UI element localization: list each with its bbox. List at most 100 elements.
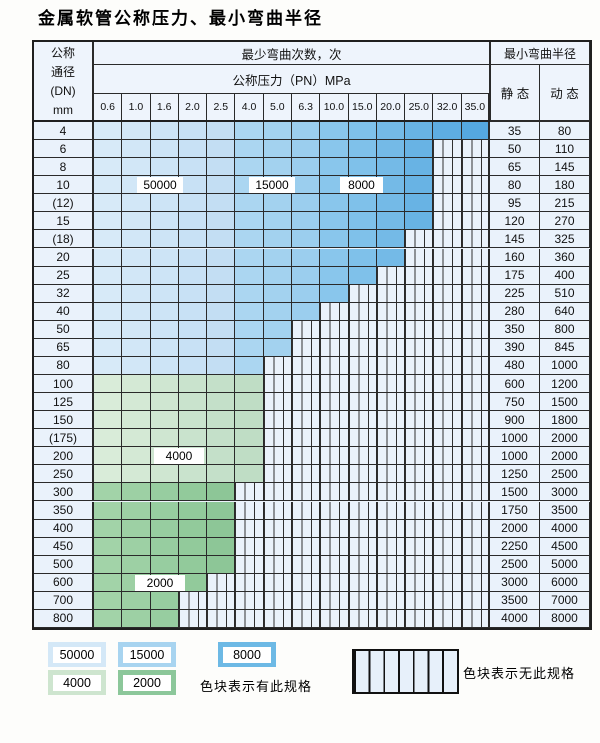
pressure-cell — [376, 356, 406, 375]
dynamic-value-cell: 2000 — [540, 429, 590, 448]
pressure-cell — [348, 230, 377, 249]
pressure-cell — [461, 429, 490, 448]
dynamic-value-cell: 325 — [540, 230, 590, 249]
pressure-cell — [320, 122, 349, 141]
pressure-cell — [94, 248, 123, 267]
pressure-cell — [433, 465, 462, 484]
pressure-cell — [461, 176, 490, 195]
dynamic-value-cell: 1800 — [540, 411, 590, 430]
cycle-count-label: 50000 — [137, 177, 183, 194]
pressure-cell — [320, 483, 349, 502]
pressure-cell — [122, 447, 151, 466]
dn-cell: 100 — [34, 375, 94, 394]
pressure-cell — [235, 447, 264, 466]
static-value-cell: 4000 — [490, 609, 540, 628]
pressure-cell — [122, 320, 151, 339]
pressure-cell — [376, 302, 406, 321]
pressure-cell — [150, 338, 179, 357]
pressure-cell — [150, 230, 179, 249]
pressure-cell — [348, 537, 377, 556]
pressure-cell — [433, 140, 462, 159]
pressure-cell — [150, 248, 179, 267]
pressure-cell — [150, 519, 179, 538]
pressure-cell — [263, 465, 292, 484]
dynamic-value-cell: 400 — [540, 266, 590, 285]
pressure-cell — [94, 212, 123, 231]
pressure-cell — [433, 573, 462, 592]
pressure-cell — [207, 375, 236, 394]
pressure-cell — [433, 429, 462, 448]
pressure-cell — [150, 284, 179, 303]
pressure-cell — [376, 573, 406, 592]
pressure-cell — [376, 320, 406, 339]
pressure-cell — [405, 609, 434, 628]
pressure-cell — [94, 266, 123, 285]
pressure-cell — [292, 537, 321, 556]
pressure-cell — [94, 555, 123, 574]
pressure-cell — [178, 266, 208, 285]
pressure-cell — [405, 393, 434, 412]
pressure-cell — [207, 573, 236, 592]
pressure-cell — [150, 122, 179, 141]
dynamic-value-cell: 7000 — [540, 591, 590, 610]
pressure-cell — [348, 429, 377, 448]
static-value-cell: 2000 — [490, 519, 540, 538]
pressure-cell — [207, 537, 236, 556]
header-pressure-tick: 0.6 — [94, 94, 123, 122]
pressure-cell — [122, 356, 151, 375]
pressure-cell — [348, 465, 377, 484]
pressure-cell — [235, 212, 264, 231]
pressure-cell — [94, 609, 123, 628]
pressure-cell — [461, 501, 490, 520]
dynamic-value-cell: 845 — [540, 338, 590, 357]
pressure-cell — [178, 519, 208, 538]
pressure-cell — [376, 230, 406, 249]
pressure-cell — [207, 501, 236, 520]
pressure-cell — [376, 411, 406, 430]
pressure-cell — [376, 338, 406, 357]
pressure-cell — [207, 176, 236, 195]
pressure-cell — [150, 194, 179, 213]
pressure-cell — [461, 248, 490, 267]
pressure-cell — [292, 284, 321, 303]
pressure-cell — [263, 266, 292, 285]
dn-cell: 4 — [34, 122, 94, 141]
pressure-cell — [433, 519, 462, 538]
pressure-cell — [292, 375, 321, 394]
pressure-cell — [235, 122, 264, 141]
pressure-cell — [207, 248, 236, 267]
pressure-cell — [433, 555, 462, 574]
dynamic-value-cell: 6000 — [540, 573, 590, 592]
pressure-cell — [94, 411, 123, 430]
pressure-cell — [150, 320, 179, 339]
pressure-cell — [207, 230, 236, 249]
pressure-cell — [150, 158, 179, 177]
dynamic-value-cell: 270 — [540, 212, 590, 231]
dynamic-value-cell: 4000 — [540, 519, 590, 538]
pressure-cell — [207, 302, 236, 321]
pressure-cell — [433, 393, 462, 412]
pressure-cell — [320, 519, 349, 538]
pressure-cell — [461, 609, 490, 628]
pressure-cell — [207, 393, 236, 412]
pressure-cell — [292, 266, 321, 285]
pressure-cell — [263, 140, 292, 159]
pressure-cell — [461, 338, 490, 357]
header-pressure-tick: 1.6 — [150, 94, 179, 122]
pressure-cell — [405, 519, 434, 538]
dn-cell: 700 — [34, 591, 94, 610]
pressure-cell — [292, 555, 321, 574]
pressure-cell — [178, 194, 208, 213]
pressure-cell — [348, 609, 377, 628]
header-divider — [34, 120, 490, 122]
pressure-cell — [178, 375, 208, 394]
pressure-cell — [207, 356, 236, 375]
pressure-cell — [292, 158, 321, 177]
static-value-cell: 3500 — [490, 591, 540, 610]
static-value-cell: 225 — [490, 284, 540, 303]
pressure-cell — [207, 338, 236, 357]
pressure-cell — [461, 573, 490, 592]
pressure-cell — [94, 158, 123, 177]
pressure-cell — [320, 284, 349, 303]
pressure-cell — [94, 375, 123, 394]
